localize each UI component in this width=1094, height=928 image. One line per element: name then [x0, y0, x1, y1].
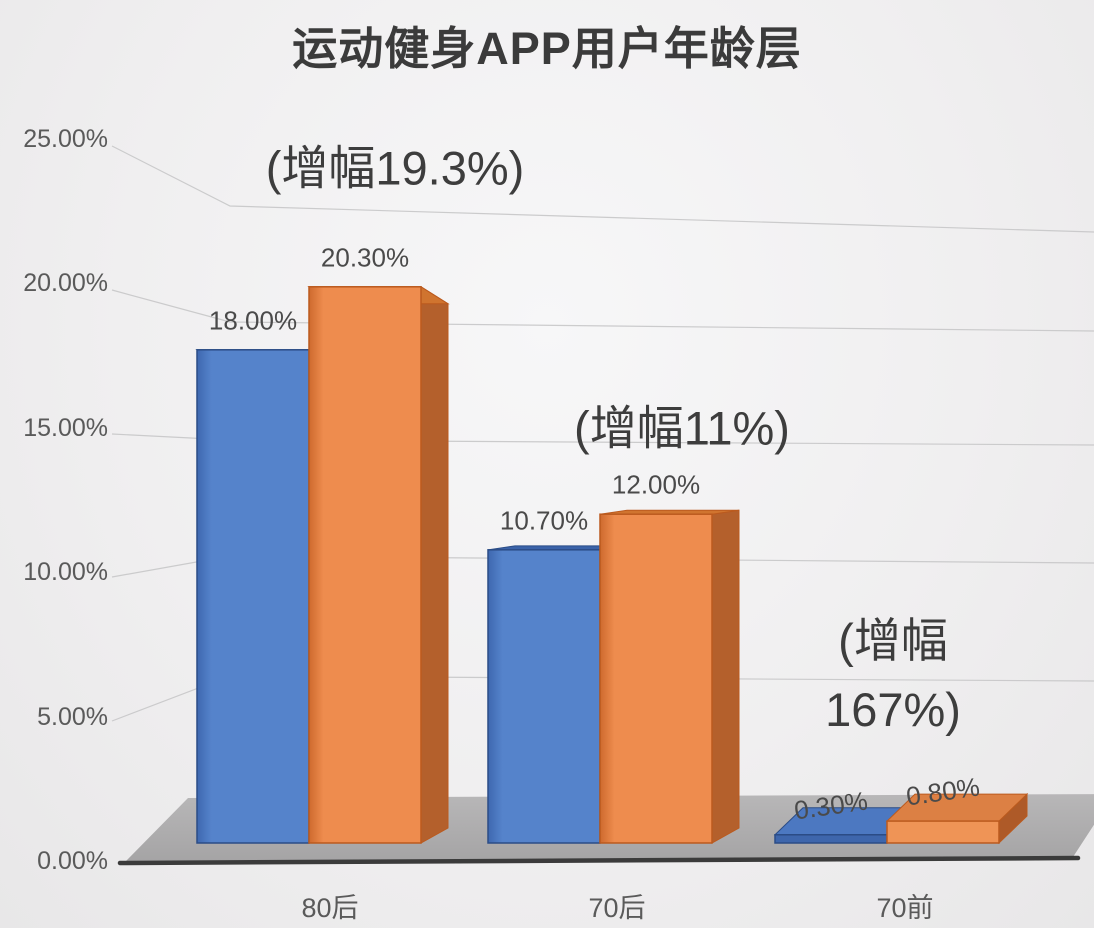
bar-side-series-orange-70后 — [711, 509, 740, 844]
bar-side-series-orange-80后 — [420, 285, 449, 844]
y-tick-label: 0.00% — [37, 847, 108, 875]
data-label-series-orange-80后: 20.30% — [320, 242, 410, 273]
bar-series-orange-80后 — [308, 286, 422, 844]
annotation-line: (增幅19.3%) — [265, 141, 525, 195]
data-label-series-orange-70后: 12.00% — [611, 469, 701, 500]
category-label-70后: 70后 — [588, 893, 646, 923]
growth-annotation-2: (增幅11%) — [574, 393, 790, 462]
data-label-series-blue-70后: 10.70% — [499, 505, 589, 536]
y-tick-label: 10.00% — [23, 558, 108, 587]
data-label-series-blue-80后: 18.00% — [208, 305, 298, 336]
x-axis-line — [117, 855, 1081, 866]
category-label-70前: 70前 — [876, 893, 934, 923]
bar-series-blue-80后 — [196, 349, 310, 844]
annotation-line: 167%) — [825, 683, 961, 736]
annotation-line: (增幅 — [838, 613, 948, 667]
y-tick-label: 15.00% — [23, 413, 108, 442]
gridline — [111, 145, 1094, 233]
bar-series-blue-70后 — [487, 549, 601, 844]
bar-series-blue-70前 — [774, 834, 888, 844]
y-tick-label: 25.00% — [23, 125, 108, 153]
gridline — [111, 289, 1094, 332]
bar-series-orange-70前 — [886, 820, 1000, 844]
bar-series-orange-70后 — [599, 513, 713, 844]
category-label-80后: 80后 — [301, 893, 359, 923]
growth-annotation-3: (增幅 167%) — [825, 606, 961, 744]
chart-title: 运动健身APP用户年龄层 — [292, 23, 802, 74]
y-tick-label: 20.00% — [23, 269, 108, 298]
y-tick-label: 5.00% — [37, 702, 108, 731]
annotation-line: (增幅11%) — [574, 401, 790, 455]
growth-annotation-1: (增幅19.3%) — [266, 133, 525, 202]
